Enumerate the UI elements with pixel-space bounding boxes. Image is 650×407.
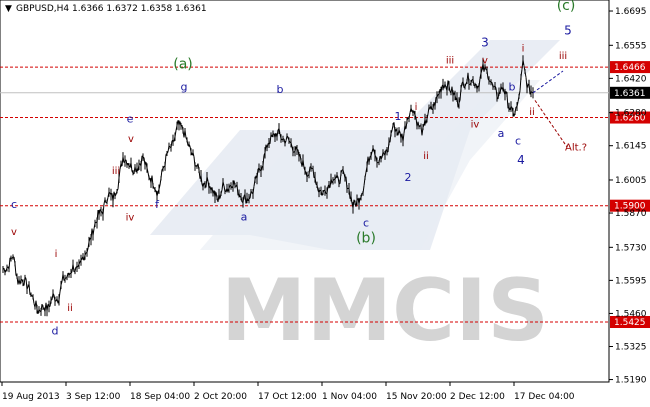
y-tick-label: 1.5190 (615, 376, 647, 386)
wave-label: f (155, 198, 160, 211)
wave-label: v (482, 56, 488, 67)
symbol-marker: ▼ (5, 4, 12, 14)
wave-label: 5 (564, 23, 572, 37)
watermark-text: MMCIS (221, 261, 549, 361)
wave-label: i (415, 102, 418, 113)
wave-label: (c) (557, 0, 576, 14)
level-label: 1.6260 (614, 114, 646, 124)
projection-line (534, 100, 568, 148)
wave-label: a (498, 127, 505, 140)
wave-label: ii (423, 151, 429, 162)
wave-label: e (127, 112, 134, 125)
wave-label: c (363, 217, 369, 230)
y-tick-label: 1.5730 (615, 243, 647, 253)
x-tick-label: 18 Sep 04:00 (130, 392, 190, 402)
wave-label: v (11, 227, 17, 238)
plot-border (0, 0, 610, 383)
wave-label: a (241, 210, 248, 223)
wave-label: 1 (395, 110, 402, 123)
x-tick-label: 2 Oct 20:00 (194, 392, 247, 402)
wave-label: iv (126, 212, 135, 223)
wave-label: c (11, 198, 17, 211)
x-tick-label: 2 Dec 12:00 (450, 392, 505, 402)
x-tick-label: 15 Nov 20:00 (386, 392, 447, 402)
y-tick-label: 1.5325 (615, 342, 647, 352)
y-tick-label: 1.6145 (615, 142, 647, 152)
level-label: 1.5900 (614, 202, 646, 212)
watermark-band-shadow (200, 80, 540, 250)
y-tick-label: 1.6005 (615, 176, 647, 186)
level-label-box (610, 199, 650, 212)
wave-label: ii (67, 303, 73, 314)
level-label-box (610, 316, 650, 329)
wave-label: (a) (173, 57, 193, 73)
x-tick-label: 1 Nov 04:00 (322, 392, 377, 402)
x-tick-label: 19 Aug 2013 (2, 392, 60, 402)
y-tick-label: 1.5870 (615, 209, 647, 219)
chart-title: GBPUSD,H4 1.6366 1.6372 1.6358 1.6361 (16, 4, 207, 14)
current-price-label: 1.6361 (614, 89, 646, 99)
y-tick-label: 1.6555 (615, 41, 647, 51)
wave-label: i (522, 43, 525, 54)
x-tick-label: 3 Sep 12:00 (66, 392, 121, 402)
wave-label: 2 (405, 171, 412, 184)
wave-label: i (55, 249, 58, 260)
y-tick-label: 1.6420 (615, 74, 647, 84)
level-label-box (610, 111, 650, 124)
wave-label: b (277, 83, 284, 96)
wave-label: c (515, 134, 521, 147)
x-tick-label: 17 Dec 04:00 (514, 392, 575, 402)
wave-label: 3 (481, 36, 489, 50)
wave-label: iii (112, 166, 120, 177)
level-label-box (610, 61, 650, 74)
y-tick-label: 1.5595 (615, 276, 647, 286)
y-tick-label: 1.6695 (615, 7, 647, 17)
wave-label: (b) (356, 230, 376, 246)
x-tick-label: 17 Oct 12:00 (258, 392, 317, 402)
y-tick-label: 1.6280 (615, 109, 647, 119)
projection-line (532, 70, 564, 94)
wave-label: Alt.? (565, 143, 587, 154)
y-tick-label: 1.5460 (615, 309, 647, 319)
wave-label: 4 (517, 153, 525, 167)
level-label: 1.6466 (614, 63, 646, 73)
wave-label: g (181, 81, 188, 94)
wave-label: iii (446, 56, 454, 67)
level-label: 1.5425 (614, 318, 646, 328)
wave-label: b (509, 81, 516, 94)
wave-label: v (128, 134, 134, 145)
current-price-box (610, 86, 650, 99)
wave-label: iii (559, 51, 567, 62)
wave-label: ii (529, 107, 535, 118)
wave-label: iv (471, 119, 480, 130)
wave-label: d (52, 324, 59, 337)
